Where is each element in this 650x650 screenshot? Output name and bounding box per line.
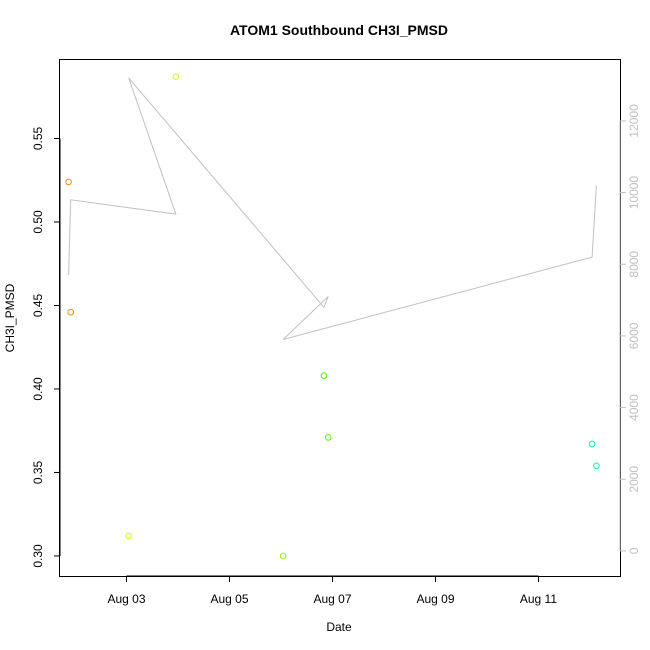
y2-axis: 0 2000 4000 6000 8000 10000 12000 <box>619 104 641 554</box>
data-point-9 <box>593 462 600 470</box>
y-tick-label-5: 0.50 <box>31 210 45 234</box>
data-point-7 <box>324 434 332 441</box>
data-point-8 <box>588 440 596 448</box>
x-axis: Aug 03 Aug 05 Aug 07 Aug 09 Aug 11 <box>107 575 557 606</box>
plot-frame <box>59 59 621 577</box>
secondary-line-series <box>68 77 597 340</box>
y2-tick-label-2: 2000 <box>627 466 641 493</box>
x-tick-label-2: Aug 05 <box>210 592 248 606</box>
chart-title: ATOM1 Southbound CH3I_PMSD <box>230 22 448 38</box>
y-axis-label: CH3I_PMSD <box>3 283 17 352</box>
data-point-1 <box>65 178 72 186</box>
x-tick-label-3: Aug 07 <box>313 592 351 606</box>
x-tick-label-4: Aug 09 <box>416 592 454 606</box>
data-point-4 <box>172 73 180 80</box>
y2-tick-label-7: 12000 <box>627 104 641 138</box>
y-axis: 0.30 0.35 0.40 0.45 0.50 0.55 <box>31 126 61 568</box>
y2-tick-label-6: 10000 <box>627 176 641 210</box>
y-tick-label-2: 0.35 <box>31 460 45 484</box>
y2-tick-label-5: 8000 <box>627 251 641 278</box>
y-tick-label-6: 0.55 <box>31 126 45 150</box>
x-axis-label: Date <box>326 620 352 634</box>
x-tick-label-1: Aug 03 <box>107 592 145 606</box>
x-tick-label-5: Aug 11 <box>520 592 557 606</box>
y2-tick-label-1: 0 <box>627 547 641 554</box>
secondary-series-line <box>68 77 597 340</box>
scatter-series <box>65 73 600 560</box>
y2-tick-label-3: 4000 <box>627 394 641 421</box>
y2-tick-label-4: 6000 <box>627 322 641 349</box>
data-point-5 <box>279 552 287 560</box>
data-point-6 <box>320 372 328 379</box>
data-point-2 <box>67 308 75 316</box>
y-tick-label-4: 0.45 <box>31 293 45 317</box>
data-point-3 <box>125 532 132 540</box>
y-tick-label-1: 0.30 <box>31 544 45 568</box>
y-tick-label-3: 0.40 <box>31 377 45 401</box>
